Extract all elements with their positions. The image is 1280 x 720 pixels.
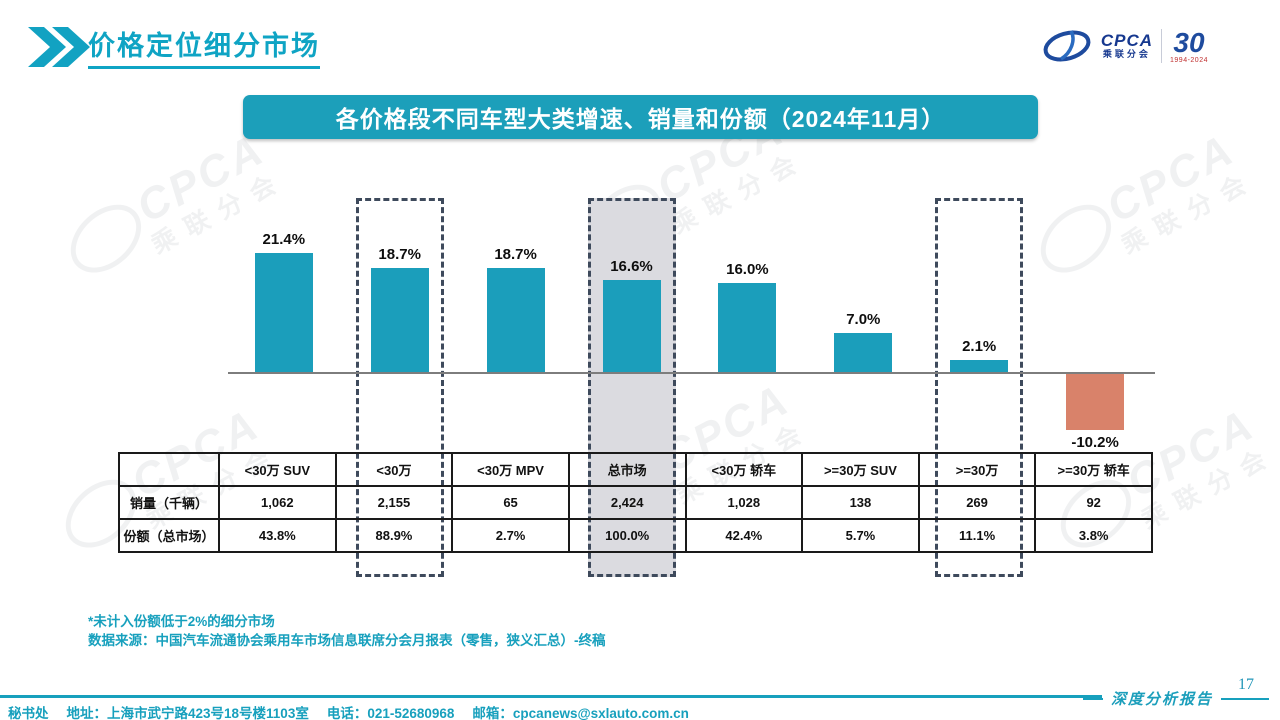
highlight-dashed-box [935, 198, 1024, 577]
report-label-line [1221, 697, 1270, 700]
table-cell: 1,028 [684, 485, 804, 520]
logo-divider [1161, 29, 1163, 63]
table-cell: 138 [801, 485, 920, 520]
column-header: >=30万 轿车 [1034, 452, 1153, 487]
bar-<30万 [370, 268, 429, 372]
bar-<30万 MPV [486, 268, 545, 372]
bar-value-label: -10.2% [1071, 433, 1119, 451]
footnote-share-threshold: *未计入份额低于2%的细分市场 [88, 614, 275, 629]
report-label-line [1083, 697, 1103, 700]
footer-phone: 电话：021-52680968 [326, 706, 455, 720]
table-cell: 2,155 [334, 485, 454, 520]
bar->=30万 [950, 360, 1009, 372]
table-cell: 100.0% [567, 518, 687, 553]
table-cell: 65 [451, 485, 570, 520]
bar-value-label: 7.0% [846, 311, 881, 329]
table-cell: 2.7% [451, 518, 570, 553]
page-number: 17 [1238, 676, 1254, 693]
cpca-watermark: CPCA 乘联分会 [1027, 125, 1262, 287]
table-cell: 11.1% [917, 518, 1037, 553]
report-type-label: 深度分析报告 [1083, 688, 1270, 709]
bar-value-label: 21.4% [262, 231, 306, 249]
bar-value-label: 18.7% [378, 246, 421, 264]
cpca-swoosh-icon [1043, 30, 1091, 62]
column-header: >=30万 SUV [801, 452, 920, 487]
column-header: <30万 MPV [451, 452, 570, 487]
column-header: <30万 轿车 [684, 452, 804, 487]
row-header: 份额（总市场） [118, 518, 220, 553]
footnotes: *未计入份额低于2%的细分市场 数据来源：中国汽车流通协会乘用车市场信息联席分会… [88, 612, 606, 650]
page-title: 价格定位细分市场 [88, 24, 320, 69]
table-cell: 3.8% [1034, 518, 1153, 553]
footnote-data-source: 数据来源：中国汽车流通协会乘用车市场信息联席分会月报表（零售，狭义汇总）-终稿 [88, 633, 606, 648]
row-header: 销量（千辆） [118, 485, 220, 520]
bar-<30万 轿车 [718, 283, 777, 372]
cpca-logo-name: CPCA [1100, 30, 1154, 50]
highlight-dashed-box [355, 198, 444, 577]
footer-address: 地址：上海市武宁路423号18号楼1103室 [66, 706, 309, 720]
column-header: >=30万 [917, 452, 1037, 487]
table-cell: 1,062 [218, 485, 337, 520]
table-cell: 2,424 [567, 485, 687, 520]
footer-email: 邮箱：cpcanews@sxlauto.com.cn [472, 706, 689, 720]
footer-contact: 秘书处 地址：上海市武宁路423号18号楼1103室 电话：021-526809… [8, 702, 689, 720]
cpca-logo-text: CPCA 乘联分会 [1100, 30, 1154, 61]
bar->=30万 SUV [834, 333, 893, 372]
table-cell: 269 [917, 485, 1037, 520]
column-header: 总市场 [567, 452, 687, 487]
bar-总市场 [602, 279, 661, 372]
footer-divider-line [0, 695, 1102, 698]
table-cell: 88.9% [334, 518, 454, 553]
chart-title-banner: 各价格段不同车型大类增速、销量和份额（2024年11月） [243, 95, 1038, 139]
table-cell: 43.8% [218, 518, 337, 553]
bar-value-label: 16.0% [726, 261, 769, 279]
bar-value-label: 18.7% [494, 246, 537, 264]
table-cell: 42.4% [684, 518, 804, 553]
data-table: <30万 SUV <30万 <30万 MPV 总市场 <30万 轿车 >=30万 SUV >… [118, 452, 1153, 553]
highlight-dashed-box [587, 198, 676, 577]
table-cell: 5.7% [801, 518, 920, 553]
bar->=30万 轿车 [1066, 373, 1125, 431]
table-cell: 92 [1034, 485, 1153, 520]
footer-secretariat: 秘书处 [8, 706, 49, 720]
cpca-logo-subname: 乘联分会 [1102, 49, 1151, 60]
cpca-logo: CPCA 乘联分会 30 1994-2024 [1041, 28, 1208, 64]
bar-value-label: 2.1% [962, 338, 997, 356]
x-axis-line [228, 372, 1155, 374]
column-header: <30万 [334, 452, 454, 487]
bar-value-label: 16.6% [610, 257, 653, 275]
column-header: <30万 SUV [218, 452, 337, 487]
bar-<30万 SUV [254, 253, 313, 372]
anniversary-30-logo: 30 1994-2024 [1170, 26, 1208, 64]
table-corner-cell [118, 452, 220, 487]
